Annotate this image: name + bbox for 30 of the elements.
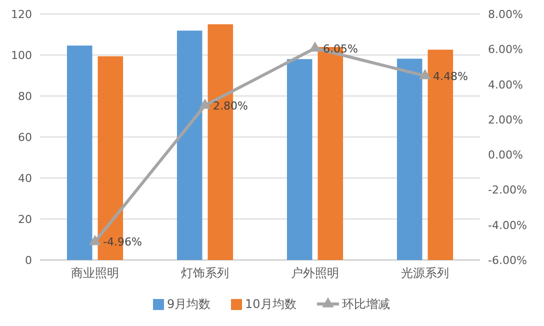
legend-label: 9月均数 <box>167 297 211 311</box>
x-tick-label: 灯饰系列 <box>181 266 229 280</box>
bar <box>286 59 312 260</box>
y2-tick-label: -2.00% <box>488 184 527 197</box>
y2-tick-label: 2.00% <box>488 113 523 126</box>
legend-label: 环比增减 <box>342 297 390 311</box>
y2-tick-label: -6.00% <box>488 254 527 267</box>
y-tick-label: 120 <box>11 8 32 21</box>
y2-tick-label: 8.00% <box>488 8 523 21</box>
point <box>199 98 211 109</box>
point <box>419 69 431 80</box>
point <box>309 41 321 52</box>
y2-tick-label: 4.00% <box>488 78 523 92</box>
y-tick-label: 80 <box>18 90 32 103</box>
x-tick-label: 商业照明 <box>71 266 119 280</box>
y-tick-label: 100 <box>11 49 32 62</box>
bar <box>396 58 422 260</box>
x-tick-label: 光源系列 <box>401 266 449 280</box>
y-tick-label: 20 <box>18 213 32 226</box>
y2-tick-label: 0.00% <box>488 148 523 162</box>
bar <box>176 30 202 260</box>
x-tick-label: 户外照明 <box>291 266 339 280</box>
bar <box>66 46 92 260</box>
legend-label: 10月均数 <box>245 297 296 311</box>
y-tick-label: 0 <box>25 254 32 267</box>
y2-tick-label: -4.00% <box>488 218 527 232</box>
y-tick-label: 60 <box>18 131 32 144</box>
y-tick-label: 40 <box>18 172 32 185</box>
point <box>89 234 101 246</box>
y2-tick-label: 6.00% <box>488 43 523 56</box>
